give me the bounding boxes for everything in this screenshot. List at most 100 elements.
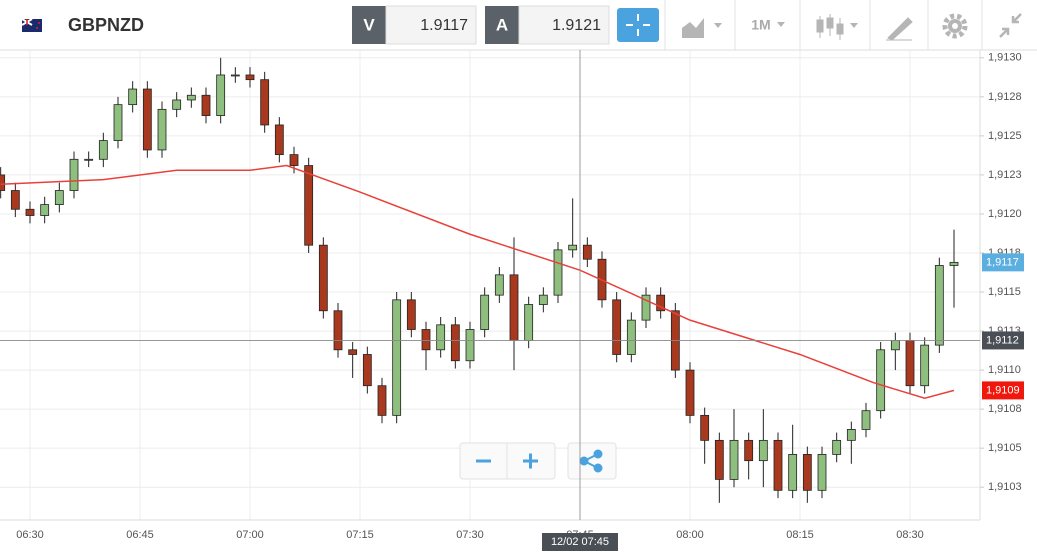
bid-price-box[interactable] [385,5,477,45]
candle-body [172,99,182,110]
candle-body [905,340,915,387]
y-tick-label: 1,9108 [988,403,1022,415]
price-badge-label: 1,9117 [986,256,1019,268]
candle-body [260,79,270,126]
candle-body [802,454,812,491]
candle-body [157,108,167,151]
y-tick-label: 1,9128 [988,91,1022,103]
ask-letter: A [496,15,508,34]
candle-body [98,140,108,160]
candle-body [685,369,695,416]
candle-body [612,299,622,355]
candle-body [700,414,710,441]
ask-price: 1.9121 [552,17,601,34]
candle-body [348,349,358,355]
candle-body [949,261,959,266]
candle-body [861,410,871,430]
candle-body [436,324,446,351]
candle-body [773,439,783,491]
x-tick-label: 06:45 [126,529,154,541]
x-tick-label: 07:15 [346,529,374,541]
candle-body [377,385,387,416]
crosshair-time-badge [542,533,618,551]
candle-body [245,74,255,81]
y-tick-label: 1,9125 [988,130,1022,142]
symbol: GBPNZD [68,15,144,35]
share-icon [579,449,603,473]
price-badge [982,331,1024,350]
price-badge-label: 1,9112 [986,334,1019,346]
candle-body [421,329,431,351]
candle-body [846,429,856,441]
crosshair-button[interactable] [617,8,659,42]
share-button[interactable] [567,442,617,480]
x-tick-label: 07:30 [456,529,484,541]
candle-body [553,249,563,296]
candle-body [876,349,886,412]
candle-body [890,340,900,351]
period-caret [777,22,785,27]
candle-body [274,124,284,156]
draw-button[interactable] [886,17,913,41]
candle-body [25,208,35,216]
price-badge [982,381,1024,400]
zoom-controls [459,442,617,480]
bid-letter: V [363,15,375,34]
candle-body [450,324,460,362]
candle-body [318,244,328,312]
candle-body [69,158,79,191]
candle-body [333,310,343,351]
x-tick-label: 08:00 [676,529,704,541]
crosshair-icon [626,14,650,36]
settings-button[interactable] [942,13,968,39]
candle-body [289,154,299,166]
y-tick-label: 1,9115 [988,286,1021,298]
candle-body [744,439,754,462]
moving-average [0,164,955,399]
candle-body [304,165,314,246]
candle-body [641,294,651,321]
candle-body [729,439,739,480]
x-tick-label: 08:15 [786,529,814,541]
period-button[interactable]: 1M [751,17,770,33]
candle-body [509,274,519,341]
y-tick-label: 1,9110 [988,364,1021,376]
price-badge [982,253,1024,272]
collapse-button[interactable] [999,13,1022,38]
candle-body [582,244,592,260]
candle-type-button[interactable] [816,14,858,40]
zoom-in-button[interactable] [523,453,538,469]
candle-body [54,190,64,205]
x-tick-label: 07:00 [236,529,264,541]
candle-body [832,439,842,455]
ask-price-box[interactable] [518,5,610,45]
candle-body [362,354,372,387]
toolbar-separators [664,0,983,50]
crosshair-time-label: 12/02 07:45 [551,536,609,548]
y-tick-label: 1,9123 [988,169,1022,181]
ask-button[interactable] [485,6,519,44]
candle-body [0,174,6,191]
candle-body [113,104,123,141]
candle-body [128,88,138,106]
candle-body [934,265,944,346]
candle-body [538,294,548,305]
y-tick-label: 1,9105 [988,442,1022,454]
candle-body [392,299,402,416]
flag-icon [21,18,42,32]
candle-body [186,94,196,101]
candle-body [216,74,226,116]
bid-button[interactable] [352,6,386,44]
candle-body [920,344,930,387]
candle-body [568,244,578,251]
candle-body [142,88,152,151]
price-badge-label: 1,9109 [986,384,1020,396]
candle-body [626,319,636,355]
candle-body [656,294,666,312]
candle-body [480,294,490,330]
chart-type-button[interactable] [682,18,722,38]
bid-price: 1.9117 [420,17,468,34]
candle-body [84,158,94,161]
candle-body [465,329,475,362]
